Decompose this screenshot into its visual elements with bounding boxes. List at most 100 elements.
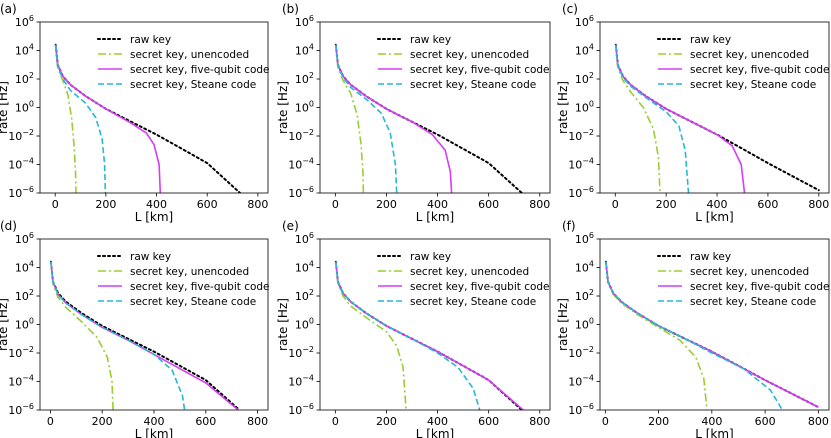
x-tick-label: 600 <box>755 415 776 428</box>
chart-panel: (e) 0 200 400 600 800 10−6 10−4 10−2 100 102 104 106… <box>276 219 551 438</box>
y-tick-label: 102 <box>15 71 34 86</box>
legend-label: secret key, Steane code <box>690 296 816 308</box>
y-tick-label: 106 <box>575 14 594 29</box>
x-tick-label: 600 <box>757 198 778 211</box>
legend-label: secret key, unencoded <box>690 266 809 278</box>
y-tick-label: 10−2 <box>288 128 314 143</box>
y-tick-label: 104 <box>575 43 594 58</box>
y-tick-label: 10−2 <box>568 128 594 143</box>
panel-label: (e) <box>282 219 299 233</box>
x-tick-label: 200 <box>648 415 669 428</box>
chart-panel: (c) 0 200 400 600 800 10−6 10−4 10−2 100 102 104 106… <box>556 2 830 224</box>
x-axis-label: L [km] <box>135 210 174 224</box>
x-tick-label: 600 <box>195 415 216 428</box>
legend-label: secret key, five-qubit code <box>130 64 270 76</box>
x-tick-label: 200 <box>376 198 397 211</box>
legend-label: secret key, five-qubit code <box>410 281 550 293</box>
y-tick-label: 10−6 <box>8 185 34 200</box>
y-tick-label: 100 <box>295 317 314 332</box>
legend-label: raw key <box>690 251 731 263</box>
y-axis-label: rate [Hz] <box>276 298 290 351</box>
x-tick-label: 0 <box>602 415 609 428</box>
chart-panel: (f) 0 200 400 600 800 10−6 10−4 10−2 100 102 104 106… <box>556 219 830 438</box>
y-tick-label: 104 <box>15 260 34 275</box>
y-tick-label: 10−2 <box>288 345 314 360</box>
x-tick-label: 600 <box>197 198 218 211</box>
legend-label: secret key, unencoded <box>410 266 529 278</box>
series-line <box>615 44 690 193</box>
x-axis-label: L [km] <box>695 427 734 438</box>
series-line <box>335 44 398 193</box>
x-axis-label: L [km] <box>135 427 174 438</box>
legend-label: secret key, Steane code <box>130 296 256 308</box>
y-axis-label: rate [Hz] <box>0 298 10 351</box>
y-tick-label: 102 <box>575 288 594 303</box>
x-tick-label: 200 <box>656 198 677 211</box>
y-tick-label: 10−6 <box>568 402 594 417</box>
x-tick-label: 600 <box>478 415 499 428</box>
x-tick-label: 800 <box>808 198 829 211</box>
y-tick-label: 10−4 <box>568 157 594 172</box>
y-tick-label: 10−4 <box>288 157 314 172</box>
x-axis-label: L [km] <box>416 427 455 438</box>
y-tick-label: 102 <box>575 71 594 86</box>
x-tick-label: 0 <box>52 198 59 211</box>
x-axis-label: L [km] <box>416 210 455 224</box>
series-group <box>604 260 820 410</box>
y-tick-label: 100 <box>575 100 594 115</box>
panel-label: (a) <box>0 2 17 16</box>
axes-frame <box>599 21 830 194</box>
panel-label: (c) <box>562 2 578 16</box>
y-tick-label: 10−2 <box>568 345 594 360</box>
x-tick-label: 0 <box>612 198 619 211</box>
x-tick-label: 200 <box>92 415 113 428</box>
x-tick-label: 0 <box>47 415 54 428</box>
x-tick-label: 0 <box>332 415 339 428</box>
legend-label: raw key <box>410 34 451 46</box>
y-tick-label: 104 <box>575 260 594 275</box>
legend-label: secret key, unencoded <box>130 266 249 278</box>
y-axis-label: rate [Hz] <box>0 81 10 134</box>
series-line <box>605 261 784 410</box>
x-tick-label: 200 <box>95 198 116 211</box>
x-tick-label: 800 <box>529 415 550 428</box>
legend-label: raw key <box>130 251 171 263</box>
x-tick-label: 400 <box>427 198 448 211</box>
panel-label: (d) <box>0 219 17 233</box>
legend-label: secret key, five-qubit code <box>690 281 830 293</box>
series-line <box>50 261 114 410</box>
legend-label: secret key, Steane code <box>410 296 536 308</box>
y-tick-label: 100 <box>15 100 34 115</box>
legend-label: secret key, Steane code <box>690 79 816 91</box>
y-tick-label: 104 <box>295 43 314 58</box>
series-group <box>334 43 523 193</box>
y-tick-label: 10−6 <box>8 402 34 417</box>
legend-label: secret key, Steane code <box>410 79 536 91</box>
axes-frame <box>319 238 551 411</box>
x-tick-label: 800 <box>247 415 268 428</box>
y-tick-label: 104 <box>295 260 314 275</box>
y-tick-label: 10−4 <box>568 374 594 389</box>
axes-frame <box>39 238 269 411</box>
series-group <box>49 260 241 410</box>
series-line <box>54 44 107 193</box>
legend-label: secret key, five-qubit code <box>130 281 270 293</box>
y-tick-label: 10−2 <box>8 345 34 360</box>
y-axis-label: rate [Hz] <box>556 298 570 351</box>
series-line <box>335 44 365 193</box>
y-tick-label: 10−6 <box>288 185 314 200</box>
chart-panel: (a) 0 200 400 600 800 10−6 10−4 10−2 100 102 104 106… <box>0 2 270 224</box>
y-tick-label: 106 <box>295 14 314 29</box>
y-tick-label: 102 <box>295 71 314 86</box>
y-tick-label: 106 <box>15 14 34 29</box>
y-tick-label: 100 <box>575 317 594 332</box>
y-tick-label: 10−6 <box>288 402 314 417</box>
legend-label: secret key, unencoded <box>410 49 529 61</box>
y-tick-label: 10−2 <box>8 128 34 143</box>
axes-frame <box>39 21 269 194</box>
y-tick-label: 104 <box>15 43 34 58</box>
y-tick-label: 106 <box>15 231 34 246</box>
x-tick-label: 800 <box>808 415 829 428</box>
x-tick-label: 400 <box>146 198 167 211</box>
